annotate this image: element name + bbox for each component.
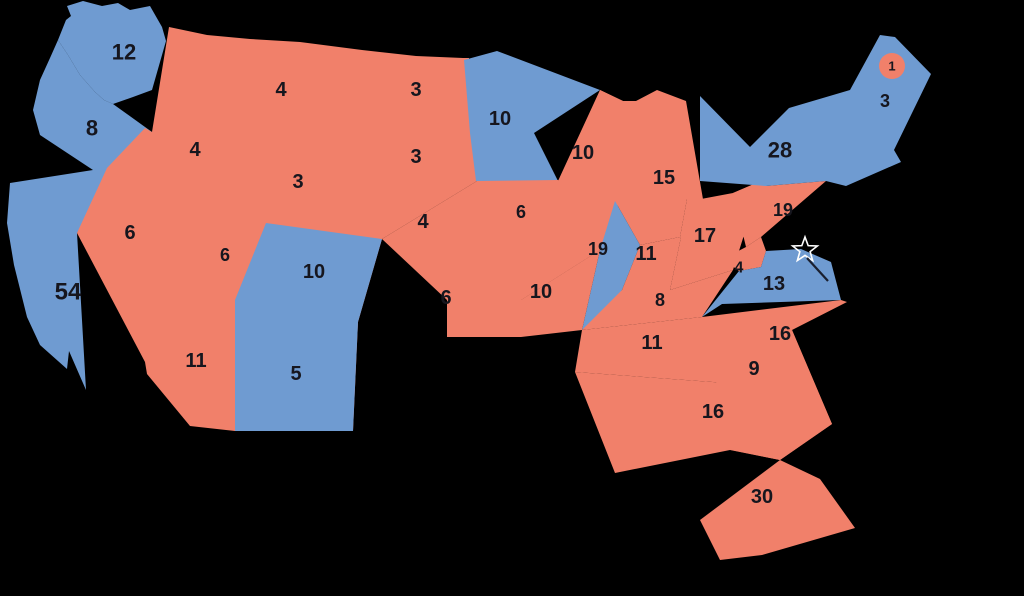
svg-text:11: 11 (185, 350, 206, 372)
svg-text:6: 6 (440, 287, 451, 309)
svg-text:8: 8 (655, 290, 665, 310)
svg-text:3: 3 (410, 146, 421, 168)
svg-text:10: 10 (572, 142, 594, 164)
svg-text:10: 10 (489, 108, 511, 130)
svg-text:4: 4 (735, 260, 744, 277)
svg-text:17: 17 (694, 225, 716, 247)
svg-text:10: 10 (303, 261, 325, 283)
svg-text:30: 30 (751, 486, 773, 508)
svg-text:19: 19 (773, 200, 793, 220)
svg-text:3: 3 (292, 171, 303, 193)
svg-text:4: 4 (189, 139, 201, 161)
svg-text:12: 12 (112, 40, 136, 65)
svg-text:3: 3 (410, 79, 421, 101)
svg-text:6: 6 (220, 245, 230, 265)
svg-text:13: 13 (763, 273, 785, 295)
svg-text:6: 6 (516, 202, 526, 222)
svg-text:5: 5 (290, 363, 301, 385)
svg-text:1: 1 (888, 59, 895, 74)
svg-text:16: 16 (702, 401, 724, 423)
svg-text:9: 9 (748, 358, 759, 380)
svg-text:8: 8 (86, 116, 98, 141)
svg-text:11: 11 (641, 332, 662, 354)
svg-text:16: 16 (769, 323, 791, 345)
svg-text:11: 11 (635, 243, 656, 265)
svg-text:3: 3 (880, 91, 890, 111)
svg-text:15: 15 (653, 167, 675, 189)
svg-text:10: 10 (530, 281, 552, 303)
svg-text:4: 4 (275, 79, 287, 101)
svg-text:19: 19 (588, 239, 608, 259)
svg-text:54: 54 (55, 279, 82, 306)
svg-text:4: 4 (417, 211, 429, 233)
svg-text:28: 28 (768, 138, 792, 163)
svg-text:6: 6 (124, 222, 135, 244)
